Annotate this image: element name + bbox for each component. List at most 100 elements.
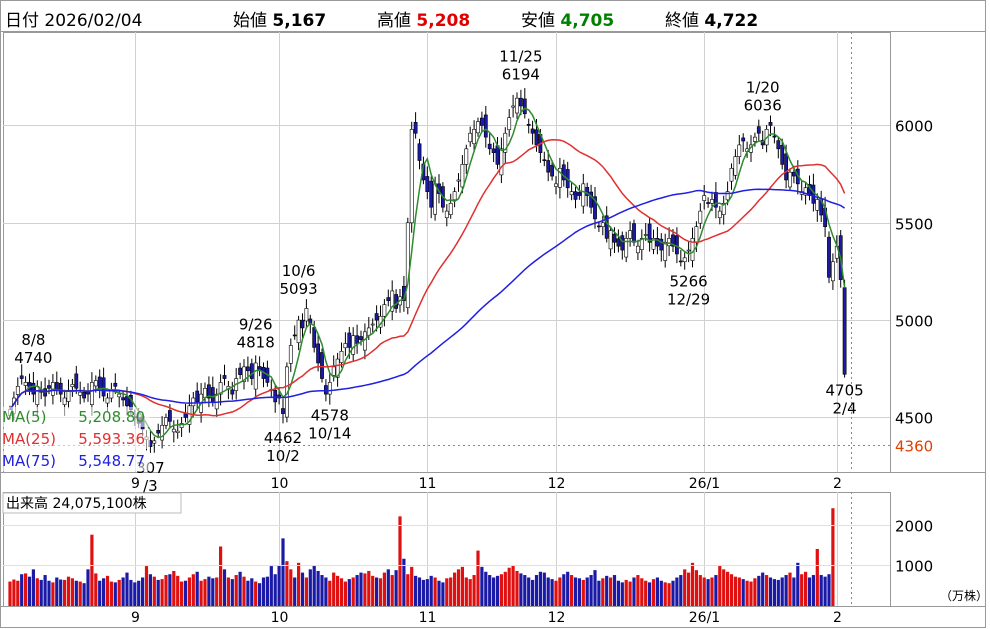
candle-body xyxy=(23,382,28,386)
volume-bar xyxy=(558,577,562,606)
volume-bar xyxy=(355,575,359,606)
volume-bar xyxy=(468,579,472,606)
volume-bar xyxy=(534,575,539,606)
candle-body xyxy=(448,203,453,215)
volume-bar xyxy=(230,579,234,606)
candle-body xyxy=(784,153,789,181)
annotation-label: 8/8 xyxy=(21,331,45,349)
volume-bar xyxy=(683,569,687,606)
candle-body xyxy=(160,424,165,441)
candle-body xyxy=(542,159,547,162)
volume-bar xyxy=(304,577,308,606)
volume-bar xyxy=(398,516,402,606)
volume-bar xyxy=(671,580,675,606)
volume-bar xyxy=(27,576,32,606)
volume-bar xyxy=(187,577,191,606)
volume-bar xyxy=(449,577,453,606)
volume-unit-label: （万株） xyxy=(940,588,988,603)
candle-body xyxy=(253,362,258,390)
volume-bar xyxy=(753,578,757,606)
volume-bar xyxy=(382,572,386,606)
candle-body xyxy=(101,377,106,397)
candle-body xyxy=(168,410,172,422)
ma5-line xyxy=(9,107,846,439)
candle-body xyxy=(19,375,24,379)
candle-body xyxy=(483,114,488,138)
volume-bar xyxy=(554,580,558,606)
candle-body xyxy=(464,148,469,165)
volume-bar xyxy=(222,569,227,606)
candle-body xyxy=(433,183,438,215)
volume-bar xyxy=(226,577,230,606)
volume-bar xyxy=(628,581,632,606)
candle-body xyxy=(515,97,519,114)
volume-bar xyxy=(527,577,531,606)
candle-body xyxy=(522,98,527,115)
candle-body xyxy=(207,384,211,399)
volume-bar xyxy=(788,572,792,606)
volume-bar xyxy=(765,575,769,606)
annotation-label: 4462 xyxy=(264,429,302,447)
volume-bar xyxy=(675,577,679,606)
volume-bar xyxy=(531,579,535,606)
volume-bar xyxy=(772,579,776,606)
candle-body xyxy=(651,238,656,250)
candle-body xyxy=(417,143,422,161)
volume-bar xyxy=(211,578,215,606)
candle-body xyxy=(210,387,215,403)
candle-body xyxy=(842,287,847,375)
volume-bar xyxy=(523,575,527,606)
volume-bar xyxy=(215,577,219,606)
volume-bar xyxy=(35,578,39,606)
volume-bar xyxy=(277,565,281,606)
volume-bar xyxy=(31,569,35,606)
header-open: 始値 5,167 xyxy=(233,11,327,31)
volume-bar xyxy=(620,582,624,606)
volume-bar xyxy=(148,574,152,606)
candle-body xyxy=(93,380,98,387)
volume-bar xyxy=(152,576,156,606)
candle-body xyxy=(479,117,484,126)
volume-bar xyxy=(632,577,636,606)
volume-bar xyxy=(156,579,160,606)
candle-body xyxy=(694,226,699,243)
annotation-label: 6036 xyxy=(744,96,782,114)
volume-bar xyxy=(495,575,500,606)
candle-body xyxy=(374,313,379,321)
ma-legend-bg xyxy=(2,451,150,471)
volume-legend-label: 出来高 24,075,100株 xyxy=(6,495,147,512)
annotation-label: 4818 xyxy=(237,334,275,352)
candle-body xyxy=(382,304,387,317)
candle-body xyxy=(752,136,757,142)
volume-bar xyxy=(129,579,133,606)
candle-body xyxy=(511,105,516,108)
x-tick-label-bottom: 9 xyxy=(131,610,140,626)
volume-bar xyxy=(359,572,363,606)
candle-body xyxy=(409,129,414,224)
volume-bar xyxy=(386,569,390,606)
volume-bar xyxy=(453,572,457,606)
volume-bar xyxy=(722,569,726,606)
candle-body xyxy=(710,199,714,204)
volume-bar xyxy=(351,577,355,606)
volume-bar xyxy=(733,576,737,606)
volume-bar xyxy=(312,565,316,606)
annotation-label: 5093 xyxy=(280,280,318,298)
candle-body xyxy=(561,164,566,181)
annotation-label: 1/20 xyxy=(746,78,780,96)
volume-bar xyxy=(121,577,125,606)
volume-bar xyxy=(199,580,203,606)
volume-bar xyxy=(180,581,184,606)
volume-bar xyxy=(445,578,449,606)
volume-bar xyxy=(55,577,59,606)
price-tick-label: 5000 xyxy=(895,313,933,331)
volume-bar xyxy=(538,571,542,606)
volume-bar xyxy=(191,574,195,606)
volume-tick-label: 2000 xyxy=(895,518,933,536)
candle-body xyxy=(737,144,742,157)
volume-bar xyxy=(410,566,414,606)
candle-body xyxy=(203,387,207,398)
volume-bar xyxy=(550,579,554,606)
volume-bar xyxy=(714,575,718,606)
volume-bar xyxy=(394,570,398,606)
